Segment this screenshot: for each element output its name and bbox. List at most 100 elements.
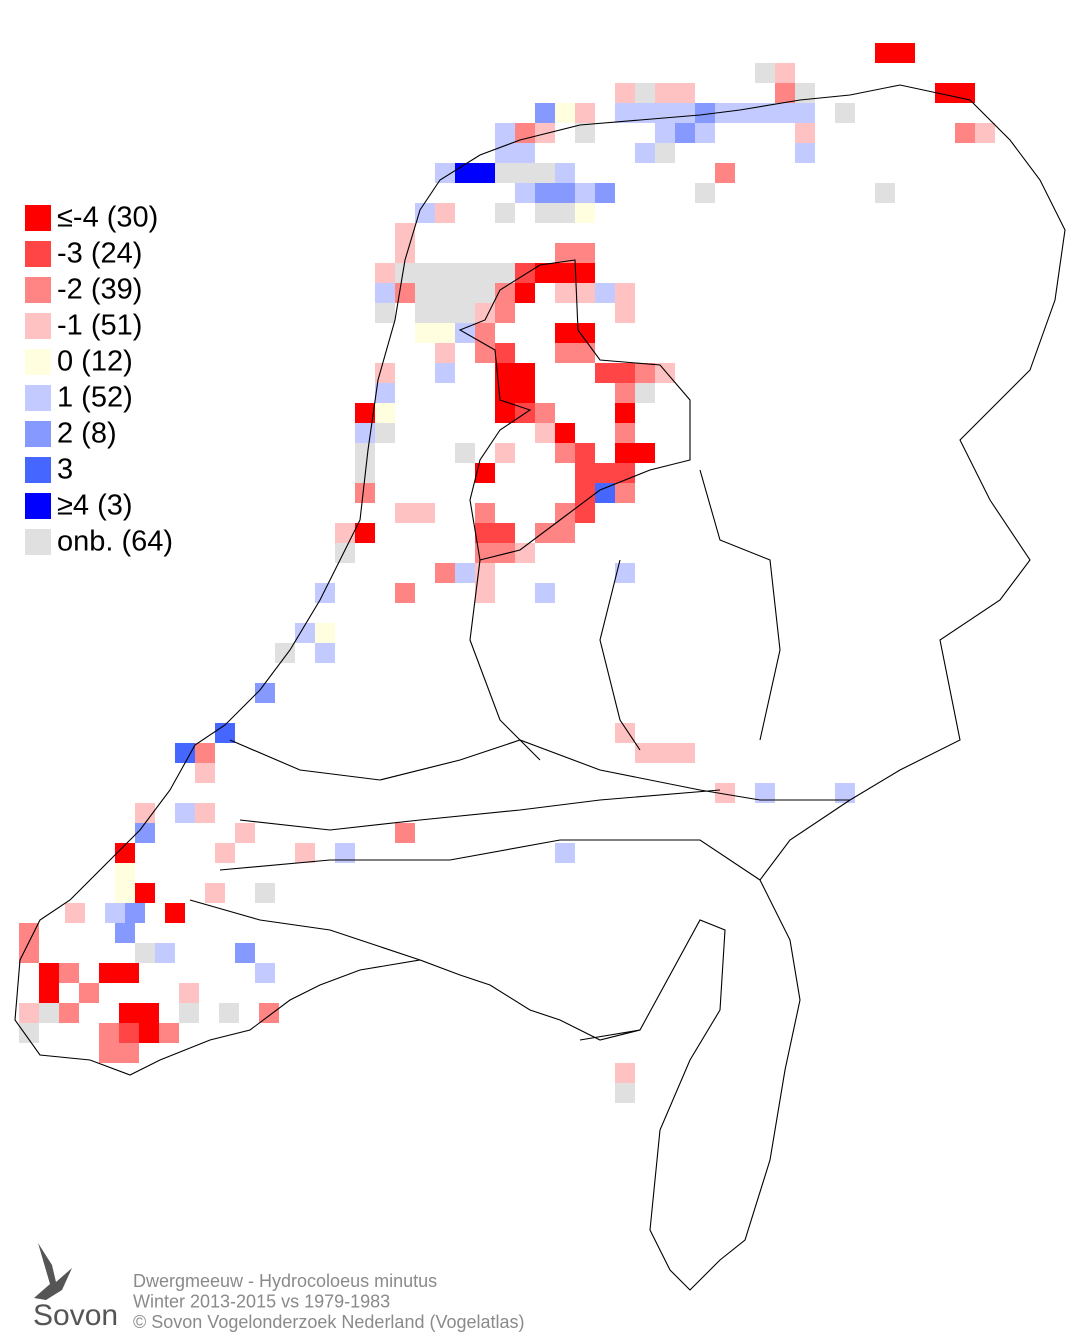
grid-cell bbox=[735, 103, 755, 123]
grid-cell bbox=[775, 63, 795, 83]
grid-cell bbox=[595, 363, 615, 383]
caption: Dwergmeeuw - Hydrocoloeus minutusWinter … bbox=[133, 1271, 525, 1332]
country-border bbox=[14, 84, 1066, 1291]
grid-cell bbox=[755, 103, 775, 123]
grid-cell bbox=[435, 343, 455, 363]
grid-cell bbox=[395, 503, 415, 523]
grid-cell bbox=[135, 823, 155, 843]
grid-cell bbox=[119, 963, 139, 983]
grid-cell bbox=[615, 303, 635, 323]
grid-cell bbox=[355, 523, 375, 543]
grid-cell bbox=[335, 543, 355, 563]
grid-cell bbox=[875, 43, 895, 63]
grid-cell bbox=[139, 1003, 159, 1023]
grid-cell bbox=[335, 523, 355, 543]
grid-cell bbox=[615, 1083, 635, 1103]
grid-cell bbox=[219, 1003, 239, 1023]
legend-label: ≥4 (3) bbox=[57, 490, 133, 522]
legend-label: -2 (39) bbox=[57, 274, 142, 306]
grid-cell bbox=[655, 743, 675, 763]
grid-cell bbox=[575, 183, 595, 203]
grid-cell bbox=[555, 203, 575, 223]
grid-cell bbox=[695, 103, 715, 123]
grid-cell bbox=[795, 83, 815, 103]
grid-cell bbox=[335, 843, 355, 863]
grid-cell bbox=[835, 103, 855, 123]
grid-cell bbox=[595, 483, 615, 503]
grid-cell bbox=[135, 883, 155, 903]
grid-cell bbox=[615, 723, 635, 743]
grid-cell bbox=[259, 1003, 279, 1023]
grid-cell bbox=[315, 643, 335, 663]
grid-cell bbox=[115, 843, 135, 863]
grid-cell bbox=[555, 503, 575, 523]
grid-cell bbox=[655, 83, 675, 103]
legend-label: 3 bbox=[57, 454, 73, 486]
grid-cell bbox=[179, 983, 199, 1003]
grid-cell bbox=[495, 123, 515, 143]
grid-cell bbox=[595, 183, 615, 203]
grid-cell bbox=[495, 263, 515, 283]
grid-cell bbox=[575, 463, 595, 483]
grid-cell bbox=[535, 183, 555, 203]
grid-cell bbox=[435, 563, 455, 583]
grid-cell bbox=[695, 123, 715, 143]
grid-cell bbox=[615, 1063, 635, 1083]
grid-cell bbox=[415, 303, 435, 323]
grid-cell bbox=[515, 163, 535, 183]
grid-cell bbox=[535, 203, 555, 223]
grid-cell bbox=[695, 183, 715, 203]
grid-cell bbox=[415, 323, 435, 343]
grid-cell bbox=[475, 583, 495, 603]
grid-cell bbox=[435, 263, 455, 283]
grid-cell bbox=[39, 963, 59, 983]
grid-cell bbox=[455, 283, 475, 303]
legend-swatch bbox=[25, 241, 51, 267]
grid-cell bbox=[415, 203, 435, 223]
grid-cell bbox=[835, 783, 855, 803]
grid-cell bbox=[375, 403, 395, 423]
grid-cell bbox=[435, 283, 455, 303]
grid-cell bbox=[515, 283, 535, 303]
grid-cell bbox=[275, 643, 295, 663]
grid-cell bbox=[255, 883, 275, 903]
grid-cell bbox=[475, 263, 495, 283]
legend-label: -3 (24) bbox=[57, 238, 142, 270]
grid-cell bbox=[755, 63, 775, 83]
grid-cell bbox=[775, 83, 795, 103]
grid-cell bbox=[355, 423, 375, 443]
grid-cell bbox=[555, 523, 575, 543]
grid-cell bbox=[675, 103, 695, 123]
legend-swatch bbox=[25, 349, 51, 375]
grid-cell bbox=[175, 743, 195, 763]
grid-cell bbox=[615, 423, 635, 443]
grid-cell bbox=[635, 363, 655, 383]
grid-cell bbox=[159, 1023, 179, 1043]
grid-cell bbox=[395, 223, 415, 243]
logo-text: Sovon bbox=[33, 1299, 118, 1332]
grid-cell bbox=[715, 103, 735, 123]
grid-cell bbox=[495, 303, 515, 323]
grid-cell bbox=[475, 503, 495, 523]
grid-cell bbox=[675, 123, 695, 143]
grid-cell bbox=[59, 1003, 79, 1023]
grid-cell bbox=[615, 403, 635, 423]
grid-cell bbox=[675, 83, 695, 103]
grid-cell bbox=[515, 123, 535, 143]
grid-cell bbox=[215, 723, 235, 743]
legend-label: onb. (64) bbox=[57, 526, 173, 558]
grid-cell bbox=[575, 263, 595, 283]
grid-cell bbox=[115, 883, 135, 903]
grid-cell bbox=[99, 1043, 119, 1063]
grid-cell bbox=[895, 43, 915, 63]
grid-cell bbox=[119, 1023, 139, 1043]
grid-cell bbox=[455, 443, 475, 463]
grid-cell bbox=[595, 283, 615, 303]
logo-bird bbox=[34, 1243, 72, 1300]
grid-cell bbox=[555, 843, 575, 863]
grid-cell bbox=[715, 163, 735, 183]
grid-cell bbox=[475, 323, 495, 343]
grid-cell bbox=[79, 983, 99, 1003]
grid-cell bbox=[635, 443, 655, 463]
grid-cell bbox=[455, 263, 475, 283]
